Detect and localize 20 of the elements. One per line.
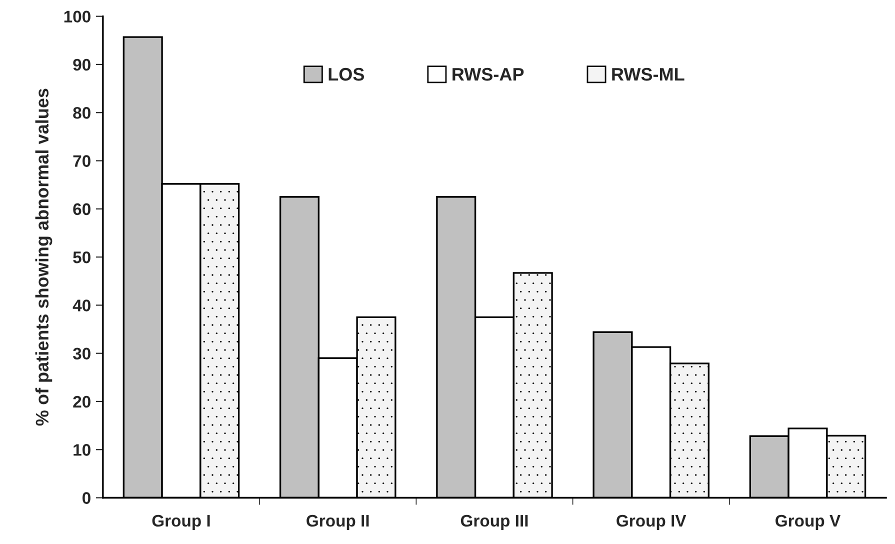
y-tick-label: 20 (73, 396, 90, 408)
x-tick-label: Group I (152, 514, 210, 530)
y-tick-label: 60 (73, 203, 90, 216)
legend-label: LOS (328, 68, 364, 81)
y-tick-label: 50 (73, 251, 90, 264)
y-tick-label: 70 (73, 155, 90, 167)
y-tick-label: 0 (82, 492, 90, 504)
x-tick-label: Group IV (616, 514, 686, 530)
x-tick-label: Group II (306, 514, 369, 530)
x-tick-label: Group V (776, 514, 840, 530)
legend-label: RWS-ML (612, 68, 684, 81)
x-tick-label: Group III (460, 514, 528, 530)
y-tick-label: 90 (73, 58, 90, 71)
y-tick-label: 30 (72, 348, 90, 360)
y-axis-title: % of patients showing abnormal values (35, 88, 52, 426)
y-tick-label: 40 (72, 300, 90, 312)
legend-label: RWS-AP (452, 68, 524, 81)
y-tick-label: 10 (74, 444, 90, 456)
y-tick-label: 80 (73, 107, 90, 119)
y-tick-label: 100 (64, 10, 90, 23)
